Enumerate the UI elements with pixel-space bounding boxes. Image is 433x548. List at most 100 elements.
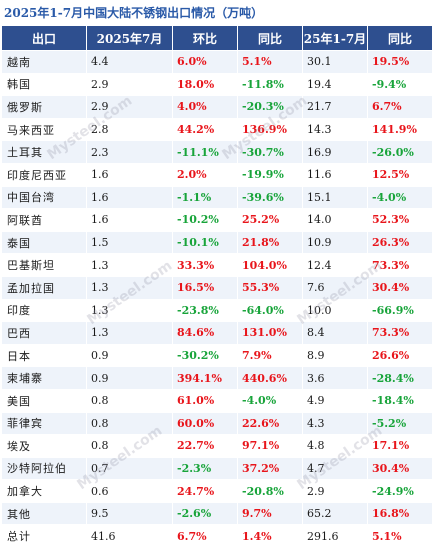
cell-july-value: 1.3 <box>86 321 173 345</box>
cell-destination: 马来西亚 <box>1 117 87 142</box>
cell-mom: 44.2% <box>172 117 238 142</box>
cell-mom: 22.7% <box>172 434 238 458</box>
cell-yoy: 9.7% <box>237 501 303 526</box>
table-row: 印度 1.3 -23.8% -64.0% 10.0 -66.9% <box>1 298 433 323</box>
cell-ytd-value: 65.2 <box>302 501 368 526</box>
cell-ytd-yoy: 17.1% <box>367 434 433 458</box>
table-row: 马来西亚 2.8 44.2% 136.9% 14.3 141.9% <box>1 117 433 142</box>
cell-yoy: -19.9% <box>237 162 303 187</box>
cell-mom: 6.7% <box>172 524 238 548</box>
cell-ytd-value: 14.0 <box>302 208 368 232</box>
cell-yoy: -20.8% <box>237 479 303 503</box>
cell-yoy: 7.9% <box>237 343 303 368</box>
table-body: 越南 4.4 6.0% 5.1% 30.1 19.5% 韩国 2.9 18.0% -11.8% 19… <box>1 50 433 548</box>
header-ytd: 25年1-7月 <box>302 25 368 51</box>
cell-mom: 394.1% <box>172 366 238 390</box>
cell-destination: 巴西 <box>1 321 87 345</box>
cell-destination: 柬埔寨 <box>1 366 87 390</box>
cell-ytd-yoy: 12.5% <box>367 162 433 187</box>
table-row: 巴西 1.3 84.6% 131.0% 8.4 73.3% <box>1 321 433 345</box>
cell-july-value: 1.6 <box>86 185 173 210</box>
export-table: 出口 2025年7月 环比 同比 25年1-7月 同比 越南 4.4 6.0% 5.1… <box>1 25 433 548</box>
cell-ytd-value: 4.9 <box>302 388 368 413</box>
cell-mom: 2.0% <box>172 162 238 187</box>
cell-ytd-yoy: 30.4% <box>367 456 433 481</box>
cell-july-value: 2.9 <box>86 95 173 119</box>
cell-ytd-yoy: 73.3% <box>367 321 433 345</box>
cell-yoy: 21.8% <box>237 230 303 255</box>
cell-yoy: 131.0% <box>237 321 303 345</box>
cell-yoy: -39.6% <box>237 185 303 210</box>
cell-ytd-value: 16.9 <box>302 140 368 164</box>
cell-yoy: 97.1% <box>237 434 303 458</box>
cell-ytd-value: 19.4 <box>302 72 368 97</box>
cell-july-value: 2.9 <box>86 72 173 97</box>
cell-destination: 印度尼西亚 <box>1 162 87 187</box>
table-row: 菲律宾 0.8 60.0% 22.6% 4.3 -5.2% <box>1 411 433 436</box>
header-destination: 出口 <box>1 25 87 51</box>
cell-ytd-value: 12.4 <box>302 253 368 277</box>
cell-july-value: 9.5 <box>86 501 173 526</box>
cell-ytd-yoy: 30.4% <box>367 275 433 300</box>
table-row: 日本 0.9 -30.2% 7.9% 8.9 26.6% <box>1 343 433 368</box>
cell-ytd-yoy: 16.8% <box>367 501 433 526</box>
cell-ytd-value: 21.7 <box>302 95 368 119</box>
cell-yoy: 55.3% <box>237 275 303 300</box>
cell-ytd-yoy: -26.0% <box>367 140 433 164</box>
cell-ytd-yoy: 52.3% <box>367 208 433 232</box>
header-ytd-yoy: 同比 <box>367 25 433 51</box>
cell-july-value: 1.6 <box>86 208 173 232</box>
cell-yoy: -30.7% <box>237 140 303 164</box>
cell-yoy: -64.0% <box>237 298 303 323</box>
cell-destination: 中国台湾 <box>1 185 87 210</box>
cell-yoy: 440.6% <box>237 366 303 390</box>
cell-ytd-value: 4.7 <box>302 456 368 481</box>
cell-mom: 84.6% <box>172 321 238 345</box>
cell-july-value: 41.6 <box>86 524 173 548</box>
cell-ytd-value: 3.6 <box>302 366 368 390</box>
cell-destination: 日本 <box>1 343 87 368</box>
cell-july-value: 0.7 <box>86 456 173 481</box>
cell-july-value: 0.8 <box>86 434 173 458</box>
cell-mom: -23.8% <box>172 298 238 323</box>
cell-july-value: 4.4 <box>86 50 173 74</box>
cell-mom: 33.3% <box>172 253 238 277</box>
cell-ytd-value: 30.1 <box>302 50 368 74</box>
cell-july-value: 0.6 <box>86 479 173 503</box>
cell-ytd-yoy: 5.1% <box>367 524 433 548</box>
cell-ytd-value: 15.1 <box>302 185 368 210</box>
cell-july-value: 1.3 <box>86 298 173 323</box>
cell-destination: 美国 <box>1 388 87 413</box>
cell-july-value: 0.8 <box>86 411 173 436</box>
cell-destination: 俄罗斯 <box>1 95 87 119</box>
cell-mom: 61.0% <box>172 388 238 413</box>
cell-ytd-value: 4.8 <box>302 434 368 458</box>
cell-july-value: 2.8 <box>86 117 173 142</box>
table-row: 泰国 1.5 -10.1% 21.8% 10.9 26.3% <box>1 230 433 255</box>
cell-yoy: -20.3% <box>237 95 303 119</box>
cell-ytd-value: 291.6 <box>302 524 368 548</box>
cell-destination: 总计 <box>1 524 87 548</box>
cell-ytd-yoy: 19.5% <box>367 50 433 74</box>
cell-destination: 孟加拉国 <box>1 275 87 300</box>
header-july-2025: 2025年7月 <box>86 25 173 51</box>
cell-ytd-yoy: -66.9% <box>367 298 433 323</box>
table-row: 孟加拉国 1.3 16.5% 55.3% 7.6 30.4% <box>1 275 433 300</box>
table-row: 中国台湾 1.6 -1.1% -39.6% 15.1 -4.0% <box>1 185 433 210</box>
cell-mom: 16.5% <box>172 275 238 300</box>
cell-ytd-value: 10.9 <box>302 230 368 255</box>
table-row: 土耳其 2.3 -11.1% -30.7% 16.9 -26.0% <box>1 140 433 164</box>
cell-ytd-yoy: 26.3% <box>367 230 433 255</box>
cell-destination: 土耳其 <box>1 140 87 164</box>
table-row: 韩国 2.9 18.0% -11.8% 19.4 -9.4% <box>1 72 433 97</box>
table-row: 阿联酋 1.6 -10.2% 25.2% 14.0 52.3% <box>1 208 433 232</box>
cell-destination: 阿联酋 <box>1 208 87 232</box>
cell-yoy: 104.0% <box>237 253 303 277</box>
cell-ytd-value: 14.3 <box>302 117 368 142</box>
table-row: 加拿大 0.6 24.7% -20.8% 2.9 -24.9% <box>1 479 433 503</box>
cell-mom: -2.3% <box>172 456 238 481</box>
table-row: 埃及 0.8 22.7% 97.1% 4.8 17.1% <box>1 434 433 458</box>
cell-yoy: 22.6% <box>237 411 303 436</box>
cell-ytd-value: 2.9 <box>302 479 368 503</box>
cell-ytd-yoy: 26.6% <box>367 343 433 368</box>
